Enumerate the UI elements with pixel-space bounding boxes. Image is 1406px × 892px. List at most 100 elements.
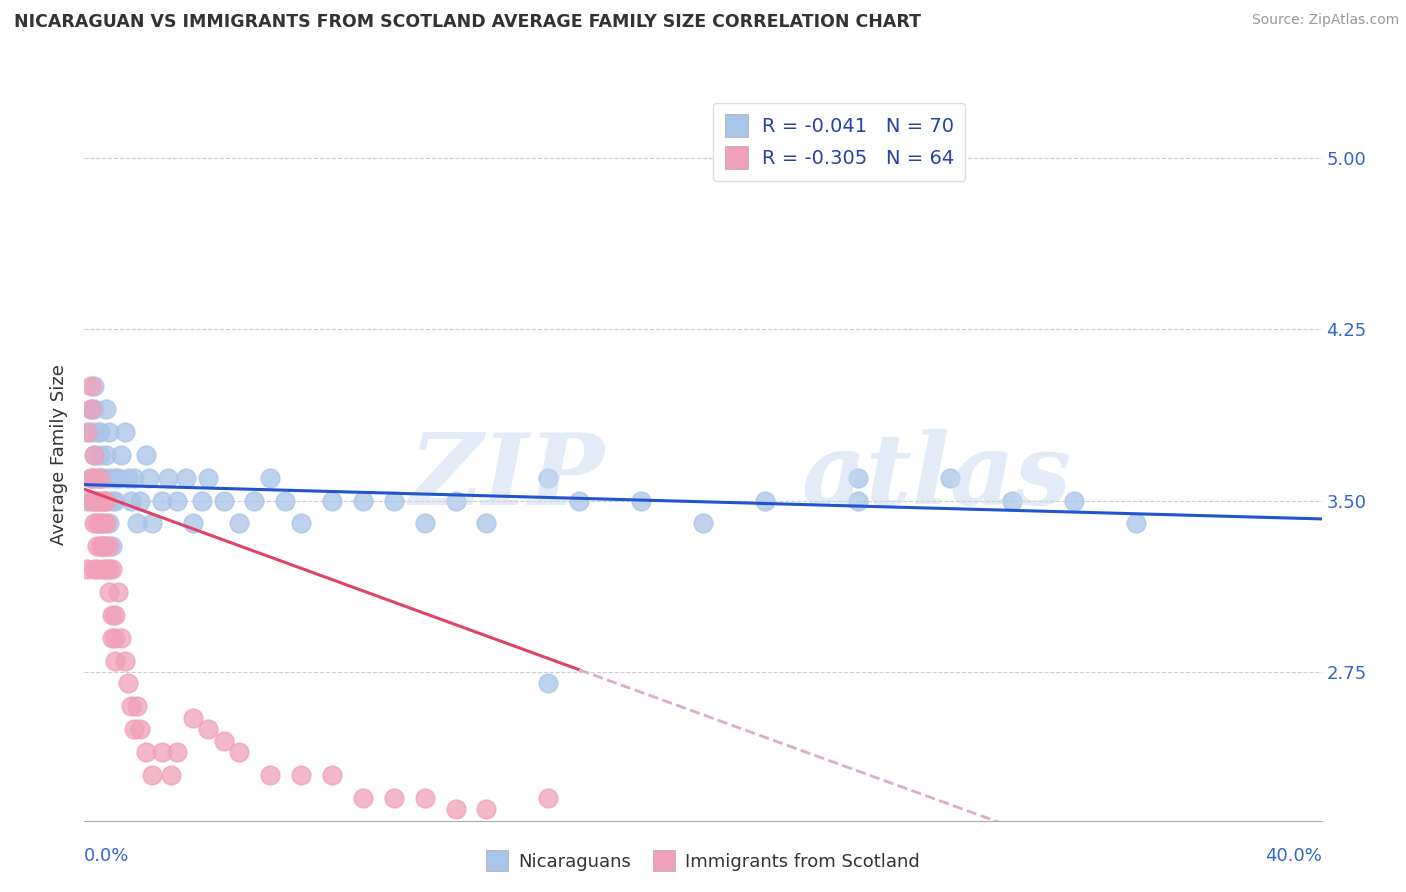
Point — [89, 425, 111, 439]
Point — [413, 516, 436, 531]
Point — [120, 699, 142, 714]
Point — [160, 768, 183, 782]
Point — [98, 471, 121, 485]
Text: 40.0%: 40.0% — [1265, 847, 1322, 865]
Point — [79, 425, 101, 439]
Point — [228, 745, 250, 759]
Point — [117, 676, 139, 690]
Text: ZIP: ZIP — [409, 429, 605, 525]
Point — [1001, 493, 1024, 508]
Point — [630, 493, 652, 508]
Point — [537, 676, 560, 690]
Point — [83, 448, 105, 462]
Point — [83, 448, 105, 462]
Point — [89, 493, 111, 508]
Point — [191, 493, 214, 508]
Point — [537, 790, 560, 805]
Point — [181, 711, 204, 725]
Point — [83, 516, 105, 531]
Point — [79, 471, 101, 485]
Point — [166, 745, 188, 759]
Point — [120, 493, 142, 508]
Point — [91, 471, 114, 485]
Point — [141, 516, 163, 531]
Point — [382, 790, 405, 805]
Point — [150, 745, 173, 759]
Point — [939, 471, 962, 485]
Point — [129, 722, 152, 736]
Point — [110, 448, 132, 462]
Legend: Nicaraguans, Immigrants from Scotland: Nicaraguans, Immigrants from Scotland — [478, 843, 928, 879]
Point — [413, 790, 436, 805]
Point — [104, 493, 127, 508]
Point — [91, 516, 114, 531]
Text: 0.0%: 0.0% — [84, 847, 129, 865]
Point — [243, 493, 266, 508]
Text: NICARAGUAN VS IMMIGRANTS FROM SCOTLAND AVERAGE FAMILY SIZE CORRELATION CHART: NICARAGUAN VS IMMIGRANTS FROM SCOTLAND A… — [14, 13, 921, 31]
Point — [98, 425, 121, 439]
Point — [94, 402, 117, 417]
Point — [98, 562, 121, 576]
Point — [104, 631, 127, 645]
Point — [94, 493, 117, 508]
Point — [83, 402, 105, 417]
Point — [79, 471, 101, 485]
Point — [568, 493, 591, 508]
Point — [125, 516, 148, 531]
Point — [1125, 516, 1147, 531]
Point — [79, 493, 101, 508]
Point — [290, 768, 312, 782]
Point — [76, 562, 98, 576]
Point — [212, 493, 235, 508]
Point — [86, 471, 108, 485]
Point — [846, 471, 869, 485]
Point — [79, 402, 101, 417]
Point — [86, 516, 108, 531]
Point — [382, 493, 405, 508]
Point — [89, 539, 111, 553]
Point — [101, 631, 124, 645]
Point — [89, 471, 111, 485]
Point — [166, 493, 188, 508]
Point — [129, 493, 152, 508]
Point — [692, 516, 714, 531]
Point — [444, 493, 467, 508]
Point — [79, 402, 101, 417]
Point — [101, 562, 124, 576]
Point — [537, 471, 560, 485]
Point — [79, 379, 101, 393]
Point — [122, 471, 145, 485]
Point — [91, 562, 114, 576]
Y-axis label: Average Family Size: Average Family Size — [51, 365, 69, 545]
Point — [110, 631, 132, 645]
Text: atlas: atlas — [801, 429, 1071, 525]
Point — [212, 733, 235, 747]
Point — [107, 471, 129, 485]
Point — [98, 516, 121, 531]
Point — [86, 562, 108, 576]
Point — [94, 562, 117, 576]
Point — [89, 471, 111, 485]
Point — [89, 448, 111, 462]
Point — [89, 516, 111, 531]
Point — [91, 539, 114, 553]
Point — [104, 654, 127, 668]
Point — [197, 722, 219, 736]
Point — [117, 471, 139, 485]
Point — [91, 493, 114, 508]
Point — [101, 607, 124, 622]
Point — [135, 745, 157, 759]
Point — [76, 493, 98, 508]
Point — [138, 471, 160, 485]
Point — [83, 493, 105, 508]
Point — [83, 493, 105, 508]
Point — [197, 471, 219, 485]
Point — [259, 471, 281, 485]
Point — [98, 585, 121, 599]
Point — [135, 448, 157, 462]
Point — [114, 654, 136, 668]
Point — [321, 768, 343, 782]
Point — [83, 471, 105, 485]
Point — [125, 699, 148, 714]
Point — [94, 448, 117, 462]
